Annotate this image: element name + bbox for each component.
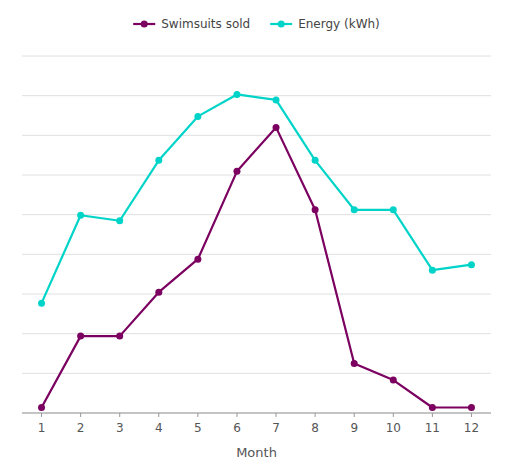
point — [312, 206, 319, 213]
point — [77, 333, 84, 340]
x-tick — [393, 413, 394, 417]
point — [468, 261, 475, 268]
x-tick-label: 6 — [233, 421, 241, 435]
x-tick-label: 12 — [464, 421, 479, 435]
x-axis-label: Month — [236, 445, 277, 460]
point — [273, 96, 280, 103]
grid-line — [22, 214, 491, 215]
grid-line — [22, 413, 491, 414]
x-tick — [432, 413, 433, 417]
legend: Swimsuits sold Energy (kWh) — [133, 17, 380, 31]
x-tick — [315, 413, 316, 417]
point — [390, 206, 397, 213]
legend-marker — [141, 21, 148, 28]
legend-label: Energy (kWh) — [298, 17, 380, 31]
point — [116, 217, 123, 224]
x-tick — [197, 413, 198, 417]
line — [42, 94, 472, 303]
grid-line — [22, 56, 491, 57]
legend-item: Swimsuits sold — [133, 17, 250, 31]
point — [77, 212, 84, 219]
x-axis: 123456789101112 — [38, 413, 479, 435]
plot-area — [38, 91, 475, 411]
series — [38, 91, 475, 307]
point — [468, 404, 475, 411]
grid-line — [22, 175, 491, 176]
grid — [22, 56, 491, 413]
grid-line — [22, 373, 491, 374]
x-tick-label: 9 — [350, 421, 358, 435]
x-tick-label: 4 — [155, 421, 163, 435]
x-tick-label: 11 — [425, 421, 440, 435]
chart: 123456789101112MonthSwimsuits soldEnergy… — [0, 0, 513, 475]
grid-line — [22, 95, 491, 96]
point — [116, 333, 123, 340]
x-tick-label: 5 — [194, 421, 202, 435]
legend-label: Swimsuits sold — [161, 17, 250, 31]
grid-line — [22, 294, 491, 295]
point — [312, 157, 319, 164]
x-tick-label: 8 — [311, 421, 319, 435]
point — [38, 300, 45, 307]
x-tick — [354, 413, 355, 417]
x-tick-label: 1 — [38, 421, 46, 435]
point — [351, 206, 358, 213]
legend-item: Energy (kWh) — [270, 17, 380, 31]
x-tick-label: 3 — [116, 421, 124, 435]
point — [390, 377, 397, 384]
point — [155, 157, 162, 164]
grid-line — [22, 333, 491, 334]
series — [38, 124, 475, 411]
x-tick-label: 7 — [272, 421, 280, 435]
legend-marker — [278, 21, 285, 28]
point — [429, 404, 436, 411]
x-tick — [80, 413, 81, 417]
x-tick — [471, 413, 472, 417]
x-tick-label: 10 — [386, 421, 401, 435]
point — [194, 256, 201, 263]
x-tick — [119, 413, 120, 417]
x-tick — [236, 413, 237, 417]
x-axis-line — [22, 413, 491, 414]
grid-line — [22, 135, 491, 136]
point — [233, 168, 240, 175]
point — [233, 91, 240, 98]
point — [155, 289, 162, 296]
x-tick — [158, 413, 159, 417]
point — [351, 360, 358, 367]
point — [38, 404, 45, 411]
x-tick — [41, 413, 42, 417]
point — [429, 267, 436, 274]
point — [194, 113, 201, 120]
x-tick-label: 2 — [77, 421, 85, 435]
x-tick — [276, 413, 277, 417]
line — [42, 127, 472, 407]
point — [273, 124, 280, 131]
